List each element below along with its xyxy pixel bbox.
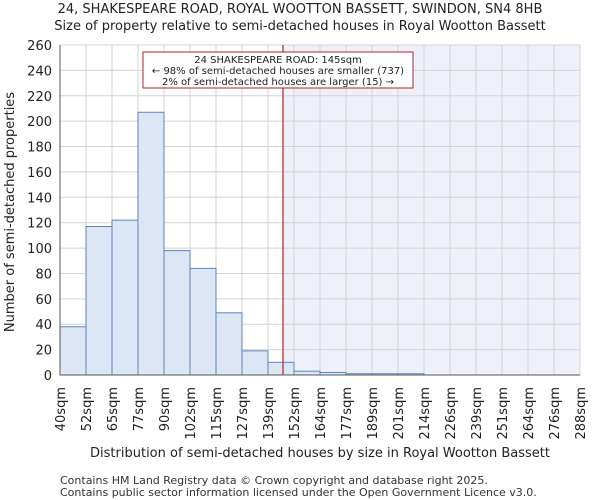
histogram-bar (293, 370, 321, 376)
property-annotation: 24 SHAKESPEARE ROAD: 145sqm ← 98% of sem… (142, 51, 414, 89)
histogram-bar (111, 219, 139, 376)
x-tick-label: 226sqm (444, 387, 459, 440)
histogram-bar (189, 267, 217, 376)
chart-subtitle: Size of property relative to semi-detach… (54, 19, 546, 34)
histogram-bar (163, 250, 191, 376)
annotation-line-2: ← 98% of semi-detached houses are smalle… (152, 66, 404, 77)
histogram-bar (267, 361, 295, 376)
chart-title: 24, SHAKESPEARE ROAD, ROYAL WOOTTON BASS… (57, 2, 543, 17)
x-tick-label: 164sqm (314, 387, 329, 440)
histogram-bar (215, 312, 243, 376)
y-tick-label: 0 (44, 369, 52, 384)
x-tick-label: 115sqm (210, 387, 225, 440)
y-axis-label: Number of semi-detached properties (3, 92, 18, 332)
x-tick-label: 102sqm (184, 387, 199, 440)
annotation-line-3: 2% of semi-detached houses are larger (1… (162, 77, 394, 88)
x-tick-label: 90sqm (158, 387, 173, 431)
annotation-line-1: 24 SHAKESPEARE ROAD: 145sqm (194, 55, 362, 66)
x-tick-label: 77sqm (132, 387, 147, 431)
x-tick-label: 177sqm (340, 387, 355, 440)
y-tick-label: 180 (27, 141, 52, 156)
x-tick-label: 65sqm (106, 387, 121, 431)
x-tick-label: 264sqm (522, 387, 537, 440)
x-tick-label: 152sqm (288, 387, 303, 440)
annotation-box (142, 51, 414, 89)
histogram-bar (241, 350, 269, 376)
x-tick-label: 127sqm (236, 387, 251, 440)
larger-region-highlight (283, 45, 580, 375)
x-tick-label: 239sqm (470, 387, 485, 440)
x-tick-label: 40sqm (54, 387, 69, 431)
histogram-bar (85, 226, 113, 376)
y-tick-label: 100 (27, 242, 52, 257)
histogram-bar (137, 111, 165, 376)
y-tick-label: 260 (27, 39, 52, 54)
x-axis-label: Distribution of semi-detached houses by … (90, 446, 550, 461)
y-tick-label: 40 (35, 318, 52, 333)
x-tick-label: 139sqm (262, 387, 277, 440)
x-tick-label: 52sqm (80, 387, 95, 431)
y-tick-label: 60 (35, 293, 52, 308)
y-tick-label: 220 (27, 90, 52, 105)
x-tick-label: 201sqm (392, 387, 407, 440)
y-tick-label: 160 (27, 166, 52, 181)
x-tick-label: 214sqm (418, 387, 433, 440)
histogram-bar (59, 326, 87, 376)
x-tick-label: 251sqm (496, 387, 511, 440)
y-tick-label: 140 (27, 191, 52, 206)
y-tick-label: 200 (27, 115, 52, 130)
y-tick-label: 240 (27, 64, 52, 79)
footer-copyright: Contains HM Land Registry data © Crown c… (60, 474, 488, 487)
x-tick-label: 276sqm (548, 387, 563, 440)
y-tick-label: 120 (27, 217, 52, 232)
footer-licence: Contains public sector information licen… (60, 486, 537, 499)
x-tick-label: 288sqm (574, 387, 589, 440)
y-tick-label: 20 (35, 344, 52, 359)
y-tick-label: 80 (35, 267, 52, 282)
x-tick-label: 189sqm (366, 387, 381, 440)
